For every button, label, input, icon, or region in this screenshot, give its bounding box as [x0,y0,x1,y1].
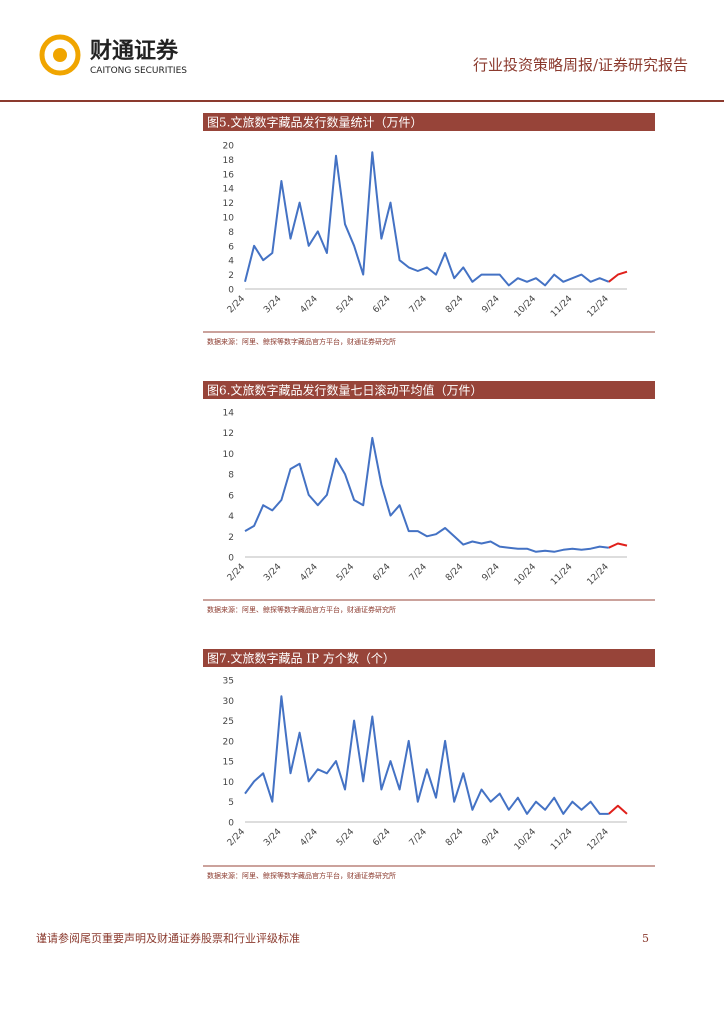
source: 数据来源：阿里、鲸探等数字藏品官方平台，财通证券研究所 [207,605,396,614]
series-line [244,695,609,815]
footer-disclaimer: 谨请参阅尾页重要声明及财通证券股票和行业评级标准 [36,931,300,945]
y-tick-label: 15 [223,758,234,768]
chart-title: 图6.文旅数字藏品发行数量七日滚动平均值（万件） [207,383,482,398]
y-tick-label: 16 [223,170,235,180]
y-tick-label: 30 [223,697,235,707]
chart-title: 图7.文旅数字藏品 IP 方个数（个） [207,651,395,666]
logo [39,34,81,76]
chart-title: 图5.文旅数字藏品发行数量统计（万件） [207,115,422,130]
y-tick-label: 20 [223,737,235,747]
page-number: 5 [642,932,649,945]
series-line [608,804,628,815]
series-line [608,542,628,549]
source: 数据来源：阿里、鲸探等数字藏品官方平台，财通证券研究所 [207,871,396,880]
y-tick-label: 2 [228,533,234,543]
logo-cn: 财通证券 [90,38,179,64]
y-tick-label: 14 [223,409,235,419]
y-tick-label: 14 [223,185,235,195]
title-bar [203,113,655,131]
y-tick-label: 8 [228,471,234,481]
title-bar [203,649,655,667]
y-tick-label: 6 [228,242,234,252]
y-tick-label: 12 [223,429,234,439]
logo-ring [39,34,81,76]
y-tick-label: 18 [223,156,235,166]
y-tick-label: 12 [223,199,234,209]
y-tick-label: 10 [223,778,235,788]
y-tick-label: 2 [228,271,234,281]
logo-en: CAITONG SECURITIES [90,66,187,76]
y-tick-label: 0 [228,819,234,829]
y-tick-label: 10 [223,214,235,224]
y-tick-label: 0 [228,554,234,564]
y-tick-label: 6 [228,491,234,501]
y-tick-label: 4 [228,257,234,267]
y-tick-label: 20 [223,142,235,152]
title-bar [203,381,655,399]
y-tick-label: 8 [228,228,234,238]
y-tick-label: 35 [223,677,234,687]
series-line [244,151,610,287]
y-tick-label: 25 [223,717,234,727]
report-type: 行业投资策略周报/证券研究报告 [473,56,688,74]
y-tick-label: 5 [228,798,234,808]
y-tick-label: 10 [223,450,235,460]
source: 数据来源：阿里、鲸探等数字藏品官方平台，财通证券研究所 [207,337,396,346]
series-line [244,436,609,553]
y-tick-label: 0 [228,286,234,296]
series-line [608,270,628,283]
y-tick-label: 4 [228,512,234,522]
logo-dot [53,48,67,62]
